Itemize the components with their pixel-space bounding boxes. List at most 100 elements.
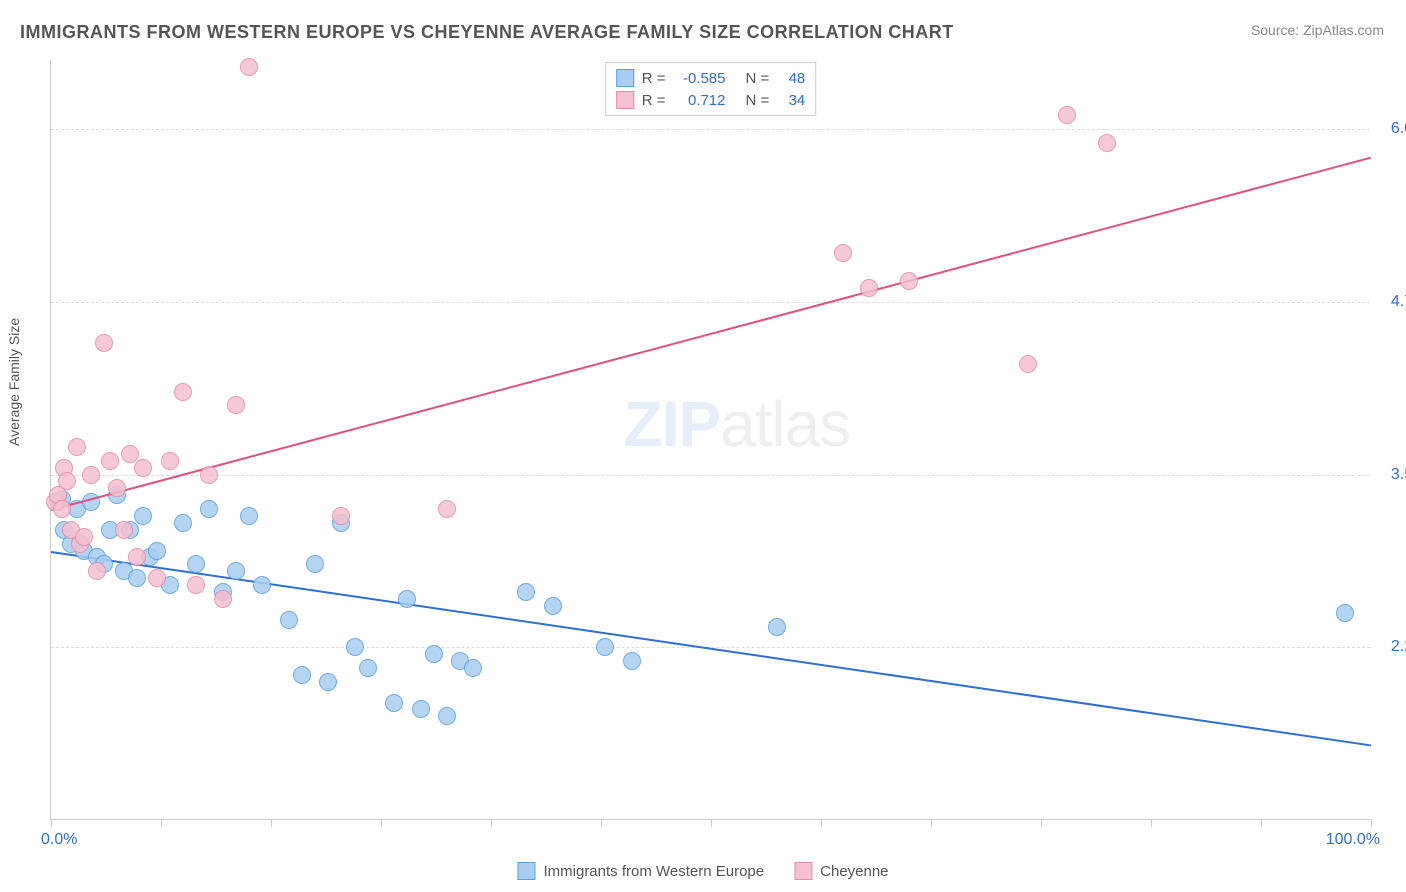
y-tick-label: 4.75	[1391, 293, 1406, 311]
data-point	[359, 659, 377, 677]
data-point	[544, 597, 562, 615]
data-point	[148, 569, 166, 587]
stats-row: R = 0.712 N = 34	[616, 89, 806, 111]
grid-line-horizontal	[51, 129, 1370, 130]
grid-line-horizontal	[51, 475, 1370, 476]
legend-label: Cheyenne	[820, 863, 888, 880]
data-point	[108, 479, 126, 497]
data-point	[101, 452, 119, 470]
source-value: ZipAtlas.com	[1303, 22, 1384, 38]
data-point	[596, 638, 614, 656]
data-point	[240, 507, 258, 525]
legend-item: Immigrants from Western Europe	[517, 862, 764, 880]
data-point	[1336, 604, 1354, 622]
data-point	[187, 555, 205, 573]
x-tick-mark	[51, 819, 52, 827]
data-point	[174, 514, 192, 532]
n-label: N =	[746, 92, 770, 109]
source-label: Source:	[1251, 22, 1303, 38]
watermark-part1: ZIP	[624, 388, 721, 460]
data-point	[214, 590, 232, 608]
data-point	[385, 694, 403, 712]
data-point	[227, 396, 245, 414]
x-tick-label-max: 100.0%	[1326, 831, 1380, 849]
data-point	[75, 528, 93, 546]
watermark: ZIPatlas	[624, 387, 851, 461]
data-point	[398, 590, 416, 608]
x-tick-mark	[491, 819, 492, 827]
grid-line-horizontal	[51, 302, 1370, 303]
x-tick-mark	[161, 819, 162, 827]
n-label: N =	[746, 70, 770, 87]
data-point	[88, 562, 106, 580]
legend: Immigrants from Western Europe Cheyenne	[517, 862, 888, 880]
data-point	[253, 576, 271, 594]
chart-title: IMMIGRANTS FROM WESTERN EUROPE VS CHEYEN…	[20, 22, 954, 43]
data-point	[53, 500, 71, 518]
data-point	[115, 521, 133, 539]
x-tick-mark	[1371, 819, 1372, 827]
data-point	[834, 244, 852, 262]
plot-area: ZIPatlas R =-0.585N =48R =0.712N =34 0.0…	[50, 60, 1370, 820]
data-point	[68, 438, 86, 456]
x-tick-mark	[381, 819, 382, 827]
data-point	[227, 562, 245, 580]
data-point	[517, 583, 535, 601]
r-label: R =	[642, 70, 666, 87]
data-point	[280, 611, 298, 629]
data-point	[319, 673, 337, 691]
x-tick-mark	[271, 819, 272, 827]
legend-swatch	[616, 69, 634, 87]
data-point	[346, 638, 364, 656]
data-point	[58, 472, 76, 490]
data-point	[174, 383, 192, 401]
chart-container: IMMIGRANTS FROM WESTERN EUROPE VS CHEYEN…	[0, 0, 1406, 892]
r-value: 0.712	[674, 92, 726, 109]
legend-swatch	[517, 862, 535, 880]
x-tick-mark	[931, 819, 932, 827]
source-attribution: Source: ZipAtlas.com	[1251, 22, 1384, 38]
x-tick-mark	[821, 819, 822, 827]
data-point	[134, 507, 152, 525]
legend-item: Cheyenne	[794, 862, 888, 880]
y-tick-label: 3.50	[1391, 466, 1406, 484]
data-point	[438, 707, 456, 725]
data-point	[148, 542, 166, 560]
data-point	[768, 618, 786, 636]
correlation-stats-box: R = -0.585 N = 48 R = 0.712 N = 34	[605, 62, 817, 116]
x-tick-label-min: 0.0%	[41, 831, 77, 849]
n-value: 34	[777, 92, 805, 109]
data-point	[1098, 134, 1116, 152]
data-point	[161, 452, 179, 470]
data-point	[200, 466, 218, 484]
x-tick-mark	[1041, 819, 1042, 827]
data-point	[860, 279, 878, 297]
data-point	[412, 700, 430, 718]
data-point	[240, 58, 258, 76]
data-point	[82, 466, 100, 484]
legend-swatch	[794, 862, 812, 880]
r-value: -0.585	[674, 70, 726, 87]
trend-line	[51, 157, 1372, 511]
watermark-part2: atlas	[720, 388, 850, 460]
stats-row: R = -0.585 N = 48	[616, 67, 806, 89]
y-tick-label: 6.00	[1391, 120, 1406, 138]
n-value: 48	[777, 70, 805, 87]
y-tick-label: 2.25	[1391, 638, 1406, 656]
data-point	[464, 659, 482, 677]
data-point	[425, 645, 443, 663]
data-point	[306, 555, 324, 573]
x-tick-mark	[601, 819, 602, 827]
data-point	[200, 500, 218, 518]
data-point	[187, 576, 205, 594]
data-point	[95, 334, 113, 352]
data-point	[128, 569, 146, 587]
data-point	[332, 507, 350, 525]
data-point	[623, 652, 641, 670]
r-label: R =	[642, 92, 666, 109]
x-tick-mark	[1261, 819, 1262, 827]
data-point	[1058, 106, 1076, 124]
data-point	[128, 548, 146, 566]
data-point	[134, 459, 152, 477]
data-point	[293, 666, 311, 684]
